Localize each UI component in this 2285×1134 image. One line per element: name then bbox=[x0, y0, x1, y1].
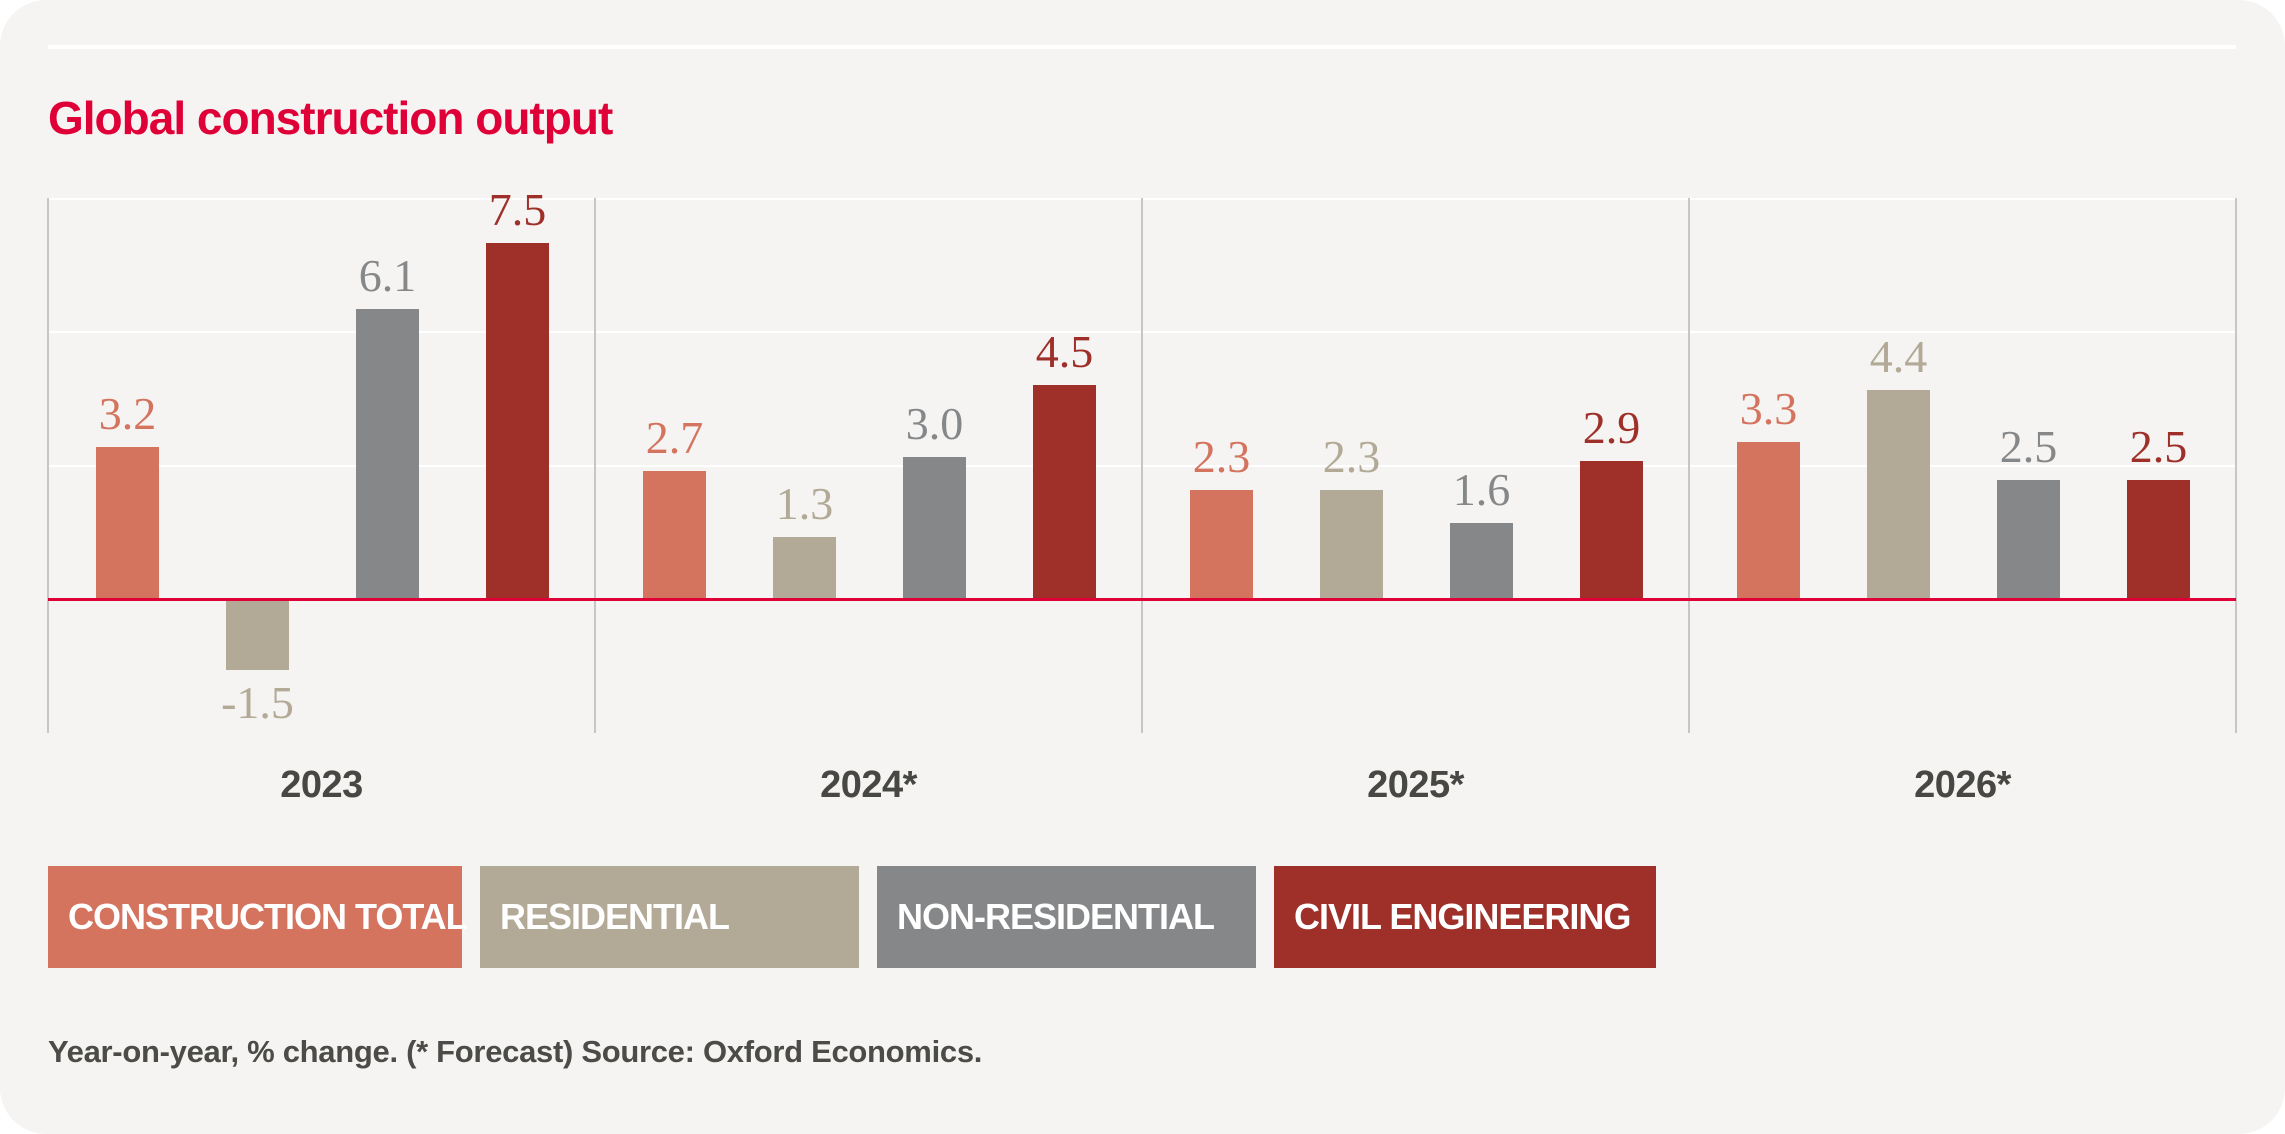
bar-construction-total-2025 bbox=[1190, 489, 1253, 599]
source-note: Year-on-year, % change. (* Forecast) Sou… bbox=[48, 1034, 983, 1069]
legend-chip-residential: RESIDENTIAL bbox=[480, 866, 859, 968]
bar-value-label: 2.9 bbox=[1582, 402, 1641, 454]
group-separator-line bbox=[594, 198, 596, 733]
chart-title: Global construction output bbox=[48, 92, 613, 144]
bar-civil-engineering-2024 bbox=[1033, 385, 1096, 599]
bar-residential-2025 bbox=[1320, 489, 1383, 599]
bar-civil-engineering-2025 bbox=[1580, 461, 1643, 599]
bar-residential-2026 bbox=[1867, 390, 1930, 599]
bar-value-label: 1.3 bbox=[775, 478, 834, 530]
bar-construction-total-2026 bbox=[1737, 442, 1800, 599]
bar-value-label: -1.5 bbox=[221, 677, 294, 729]
bar-value-label: 7.5 bbox=[488, 183, 547, 235]
chart-legend: CONSTRUCTION TOTAL RESIDENTIAL NON-RESIDEN… bbox=[0, 866, 2285, 968]
bar-non-residential-2025 bbox=[1450, 523, 1513, 599]
bar-value-label: 4.4 bbox=[1869, 331, 1928, 382]
bar-chart-plot: 3.2 2.7 2.3 3.3 -1.5 1.3 2.3 4.4 6.1 3.0 1.6 2.5 7.5… bbox=[47, 186, 2237, 733]
bar-non-residential-2023 bbox=[356, 309, 419, 599]
bar-value-label: 2.3 bbox=[1322, 430, 1381, 482]
bar-non-residential-2024 bbox=[903, 456, 966, 599]
legend-chip-label: NON-RESIDENTIAL bbox=[897, 896, 1215, 937]
bar-value-label: 2.5 bbox=[2129, 421, 2188, 473]
legend-chip-non-residential: NON-RESIDENTIAL bbox=[877, 866, 1256, 968]
group-separator-line bbox=[2235, 198, 2237, 733]
bar-construction-total-2023 bbox=[96, 447, 159, 599]
bar-non-residential-2026 bbox=[1997, 480, 2060, 599]
year-label: 2023 bbox=[280, 764, 363, 806]
bar-civil-engineering-2023 bbox=[486, 242, 549, 599]
year-label: 2024* bbox=[820, 764, 917, 806]
legend-chip-civil-engineering: CIVIL ENGINEERING bbox=[1274, 866, 1656, 968]
legend-chip-label: CIVIL ENGINEERING bbox=[1294, 896, 1631, 937]
bar-value-label: 6.1 bbox=[358, 250, 417, 302]
legend-chip-construction-total: CONSTRUCTION TOTAL bbox=[48, 866, 468, 968]
year-label: 2026* bbox=[1914, 764, 2011, 806]
group-separator-line bbox=[1688, 198, 1690, 733]
bar-value-label: 2.7 bbox=[645, 411, 704, 463]
bar-residential-2023 bbox=[226, 599, 289, 671]
group-separator-line bbox=[47, 198, 49, 733]
group-separator-line bbox=[1141, 198, 1143, 733]
zero-baseline bbox=[48, 598, 2236, 601]
bar-construction-total-2024 bbox=[643, 470, 706, 599]
year-label: 2025* bbox=[1367, 764, 1464, 806]
legend-chip-label: RESIDENTIAL bbox=[500, 896, 730, 937]
bar-value-label: 4.5 bbox=[1035, 326, 1094, 378]
bar-value-label: 3.3 bbox=[1739, 383, 1798, 435]
bar-residential-2024 bbox=[773, 537, 836, 599]
legend-chip-label: CONSTRUCTION TOTAL bbox=[68, 896, 468, 937]
bar-value-label: 2.5 bbox=[1999, 421, 2058, 473]
bar-value-label: 3.2 bbox=[98, 388, 157, 439]
bar-value-label: 3.0 bbox=[905, 397, 964, 449]
bar-value-label: 2.3 bbox=[1192, 430, 1251, 482]
bar-value-label: 1.6 bbox=[1452, 464, 1511, 515]
bar-civil-engineering-2026 bbox=[2127, 480, 2190, 599]
top-divider-rule bbox=[48, 45, 2236, 49]
